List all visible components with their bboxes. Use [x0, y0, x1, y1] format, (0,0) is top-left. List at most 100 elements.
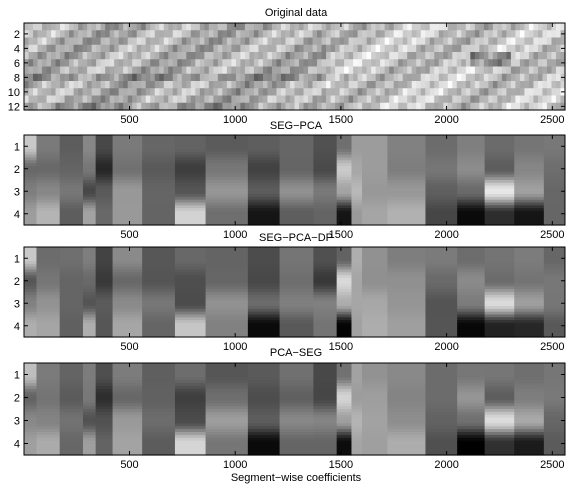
heatmap-cell	[112, 249, 143, 254]
heatmap-cell	[416, 81, 422, 89]
heatmap-cell	[371, 88, 377, 97]
heatmap-cell	[46, 88, 52, 97]
heatmap-cell	[313, 437, 338, 442]
heatmap-cell	[560, 52, 566, 60]
heatmap-cell	[351, 374, 363, 378]
heatmap-cell	[429, 73, 435, 82]
heatmap-cell	[492, 30, 498, 39]
heatmap-cell	[142, 258, 176, 262]
heatmap-cell	[112, 168, 143, 173]
heatmap-cell	[387, 292, 426, 296]
heatmap-cell	[142, 255, 176, 259]
heatmap-cell	[24, 409, 37, 413]
x-tick-label: 500	[120, 459, 138, 471]
heatmap-cell	[336, 420, 352, 424]
heatmap-cell	[82, 297, 97, 302]
heatmap-cell	[59, 406, 84, 410]
heatmap-cell	[387, 377, 426, 381]
heatmap-cell	[387, 452, 426, 456]
heatmap-cell	[457, 213, 486, 218]
heatmap-cell	[279, 322, 314, 327]
heatmap-cell	[488, 81, 494, 89]
heatmap-cell	[136, 81, 142, 89]
heatmap-cell	[336, 397, 352, 401]
heatmap-cell	[82, 289, 97, 293]
heatmap-cell	[174, 434, 207, 439]
heatmap-cell	[336, 205, 352, 209]
heatmap-cell	[82, 202, 97, 206]
y-tick-label: 4	[14, 439, 20, 451]
heatmap-cell	[213, 88, 219, 97]
heatmap-cell	[465, 81, 471, 89]
heatmap-cell	[457, 261, 486, 265]
heatmap-cell	[387, 391, 426, 396]
heatmap-cell	[484, 411, 515, 416]
heatmap-cell	[59, 140, 84, 145]
heatmap-cells	[24, 135, 566, 226]
heatmap-cell	[492, 73, 498, 82]
heatmap-cell	[351, 443, 363, 447]
heatmap-cell	[279, 194, 314, 198]
heatmap-cell	[543, 320, 566, 324]
heatmap-cell	[384, 23, 390, 31]
heatmap-cell	[213, 95, 219, 104]
heatmap-cell	[452, 52, 458, 60]
heatmap-cell	[387, 151, 426, 156]
heatmap-cell	[524, 52, 530, 60]
heatmap-cell	[235, 37, 241, 46]
heatmap-cell	[37, 66, 43, 75]
heatmap-cell	[425, 177, 458, 181]
heatmap-cell	[457, 135, 486, 139]
heatmap-cell	[387, 365, 426, 370]
heatmap-cell	[142, 154, 176, 159]
heatmap-cell	[543, 168, 566, 173]
heatmap-cell	[362, 371, 388, 376]
heatmap-cell	[69, 44, 75, 53]
heatmap-cell	[344, 52, 350, 60]
heatmap-cell	[82, 213, 97, 218]
heatmap-cell	[205, 252, 249, 257]
heatmap-cell	[362, 222, 388, 226]
heatmap-cell	[514, 277, 545, 282]
heatmap-cell	[205, 216, 249, 220]
heatmap-cell	[551, 102, 557, 111]
heatmap-cell	[543, 269, 566, 273]
heatmap-cell	[59, 414, 84, 419]
heatmap-cell	[142, 325, 176, 330]
heatmap-cell	[95, 386, 114, 390]
heatmap-cell	[336, 182, 352, 187]
heatmap-cell	[205, 143, 249, 147]
heatmap-cell	[55, 44, 61, 53]
heatmap-cell	[195, 102, 201, 111]
heatmap-cell	[457, 440, 486, 445]
heatmap-cell	[174, 320, 207, 324]
heatmap-cell	[82, 154, 97, 159]
heatmap-cell	[279, 261, 314, 265]
heatmap-cell	[348, 73, 354, 82]
heatmap-cell	[484, 210, 515, 215]
heatmap-cell	[425, 275, 458, 279]
heatmap-cell	[546, 81, 553, 89]
heatmap-cell	[105, 102, 111, 111]
heatmap-cell	[351, 255, 363, 259]
heatmap-cell	[351, 420, 363, 424]
heatmap-cell	[351, 163, 363, 167]
heatmap-cell	[497, 95, 503, 104]
heatmap-cell	[60, 66, 66, 75]
heatmap-cell	[443, 52, 449, 60]
heatmap-cell	[484, 213, 515, 218]
heatmap-cell	[484, 277, 515, 282]
heatmap-cell	[362, 423, 388, 427]
heatmap-cell	[95, 434, 114, 439]
heatmap-cell	[484, 294, 515, 299]
heatmap-cell	[24, 219, 37, 223]
heatmap-cell	[457, 371, 486, 376]
heatmap-cell	[289, 88, 296, 97]
heatmap-cell	[24, 403, 37, 407]
heatmap-cell	[205, 185, 249, 190]
heatmap-cell	[313, 303, 338, 307]
heatmap-cell	[59, 286, 84, 290]
heatmap-cell	[123, 95, 129, 104]
heatmap-cell	[514, 146, 545, 150]
heatmap-cell	[154, 102, 160, 111]
